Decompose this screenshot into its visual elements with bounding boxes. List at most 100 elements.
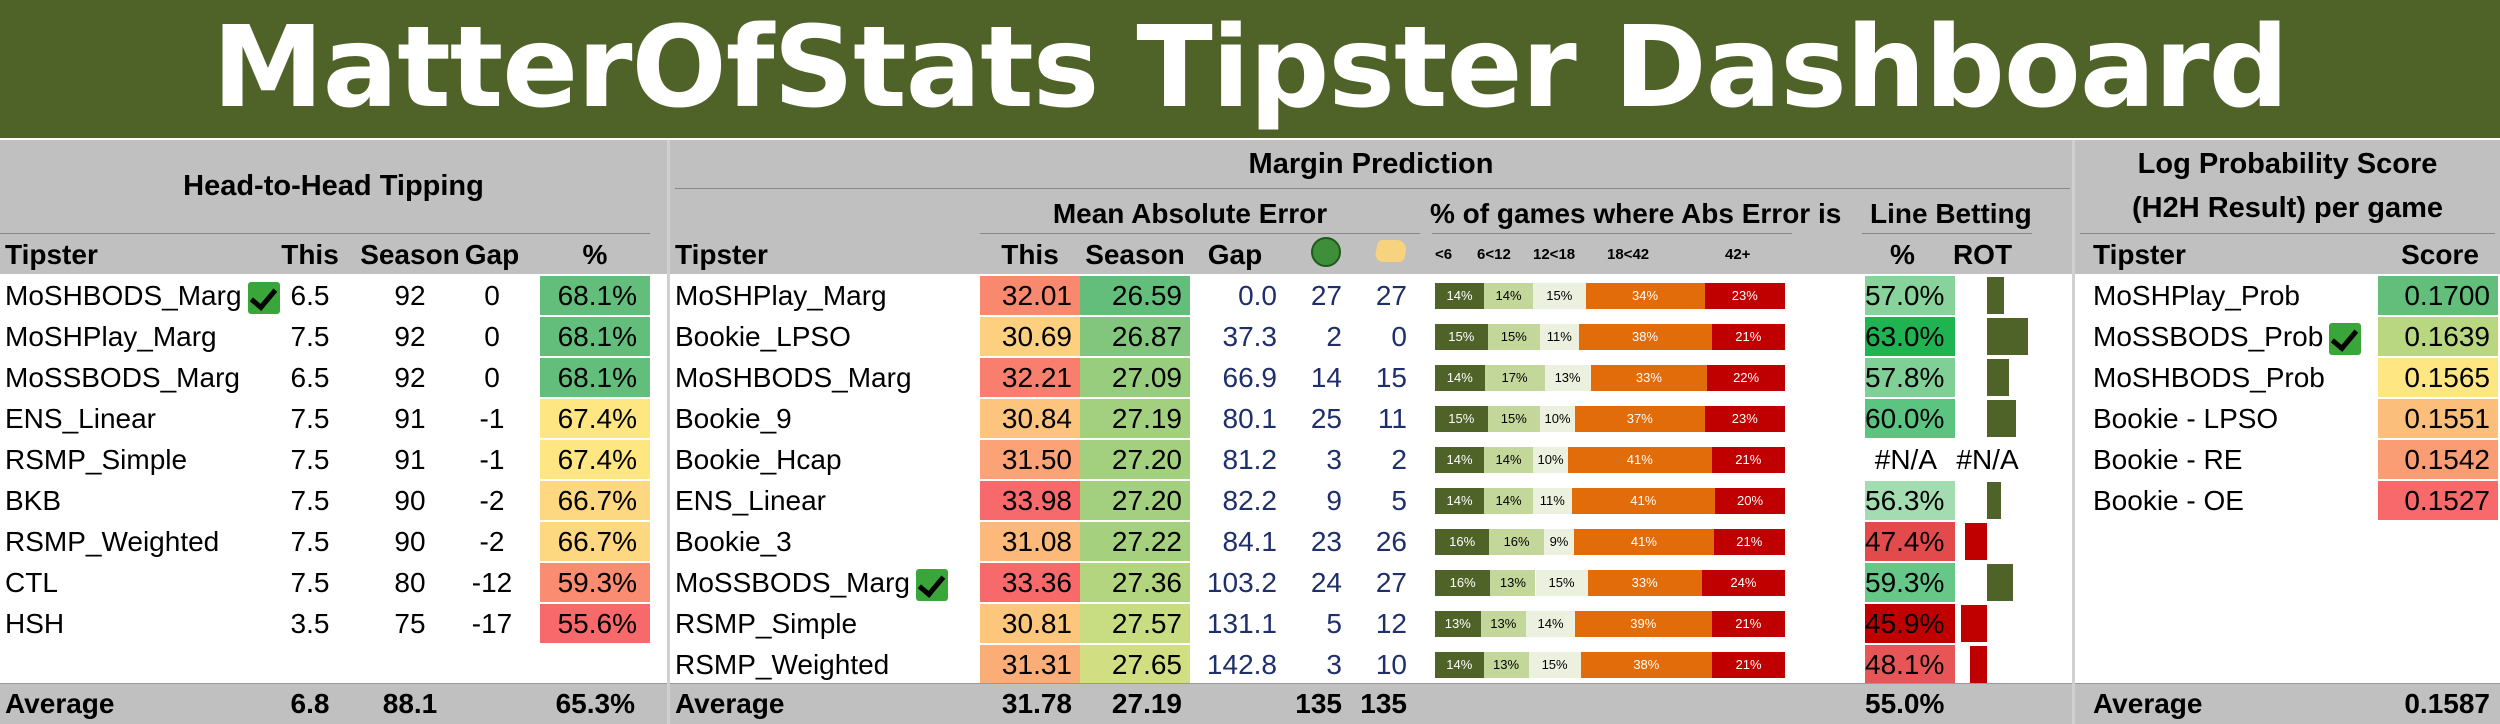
tipster-name: MoSSBODS_Marg: [5, 362, 240, 393]
tipster-name: Bookie - LPSO: [2093, 403, 2279, 434]
rot-bar: [1987, 564, 2014, 601]
line-col-pct: %: [1890, 239, 1915, 270]
gap-value: 142.8: [1206, 649, 1277, 680]
line-pct-value: 57.0%: [1865, 280, 1945, 311]
this-value: 7.5: [290, 444, 330, 475]
tipster-cell: RSMP_Weighted: [675, 644, 889, 685]
line-pct-cell-bg: [1865, 481, 1955, 520]
pct-cell-bg: [540, 399, 650, 438]
logprob-average-score: 0.1587: [2404, 688, 2490, 719]
h2h-col-season: Season: [360, 239, 460, 270]
bucket-segment: 41%: [1568, 447, 1712, 473]
icon2-value: 12: [1375, 608, 1407, 639]
margin-col-season: Season: [1085, 239, 1185, 270]
bucket-segment: 37%: [1575, 406, 1705, 432]
this-value: 33.36: [1001, 567, 1072, 598]
h2h-title: Head-to-Head Tipping: [183, 170, 484, 202]
margin-average-season: 27.19: [1111, 688, 1182, 719]
this-cell-bg: [980, 481, 1080, 520]
h2h-average-pct: 65.3%: [555, 688, 635, 719]
line-pct-cell-bg: [1865, 604, 1955, 643]
pct-value: 59.3%: [557, 567, 637, 598]
h2h-col-pct: %: [582, 239, 608, 270]
pct-cell-bg: [540, 317, 650, 356]
season-value: 92: [394, 321, 426, 352]
line-pct-value: #N/A: [1874, 444, 1937, 475]
this-value: 6.5: [290, 362, 330, 393]
tipster-name: ENS_Linear: [675, 485, 826, 516]
pct-cell-bg: [540, 604, 650, 643]
tipster-name: CTL: [5, 567, 58, 598]
bucket-segment: 20%: [1715, 488, 1785, 514]
tipster-cell: MoSHPlay_Marg: [675, 275, 887, 316]
line-pct-cell-bg: [1865, 399, 1955, 438]
tipster-name: MoSSBODS_Prob: [2093, 321, 2324, 352]
tipster-name: RSMP_Simple: [675, 608, 858, 639]
this-value: 32.21: [1001, 362, 1072, 393]
score-value: 0.1700: [2404, 280, 2490, 311]
bucket-segment: 41%: [1571, 488, 1715, 514]
gap-value: 0: [484, 362, 500, 393]
pct-value: 67.4%: [557, 403, 637, 434]
this-cell-bg: [980, 440, 1080, 479]
bucket-segment: 21%: [1711, 324, 1785, 350]
tipster-name: HSH: [5, 608, 65, 639]
rot-bar: [1987, 359, 2009, 396]
gap-value: 80.1: [1222, 403, 1278, 434]
line-pct-value: 47.4%: [1865, 526, 1945, 557]
tipster-name: BKB: [5, 485, 62, 516]
bucket-segment: 10%: [1533, 447, 1568, 473]
table-row: RSMP_Simple 30.81 27.57 131.1 5 12 13% 13% 14% 39…: [670, 603, 2072, 644]
bucket-segment: 17%: [1484, 365, 1545, 391]
bucket-segment: 14%: [1435, 447, 1484, 473]
score-value: 0.1527: [2404, 485, 2490, 516]
tipster-cell: BKB: [5, 480, 61, 521]
table-row: Bookie_3 31.08 27.22 84.1 23 26 16% 16% 9% 41% 21%…: [670, 521, 2072, 562]
icon1-value: 3: [1326, 444, 1342, 475]
bucket-segment: 14%: [1435, 652, 1484, 678]
gap-value: -2: [479, 526, 505, 557]
logprob-panel: Log Probability Score (H2H Result) per g…: [2075, 140, 2500, 724]
icon2-value: 11: [1377, 403, 1407, 434]
icon1-value: 3: [1326, 649, 1342, 680]
season-value: 92: [394, 362, 426, 393]
tipster-name: MoSHBODS_Prob: [2093, 362, 2325, 393]
margin-panel: Margin Prediction Mean Absolute Error % …: [670, 140, 2072, 724]
bucket-segment: 15%: [1533, 283, 1586, 309]
tipster-name: MoSHPlay_Marg: [675, 280, 887, 311]
icon2-value: 2: [1391, 444, 1407, 475]
table-row: Bookie - LPSO 0.1551: [2075, 398, 2500, 439]
gap-value: -1: [479, 444, 505, 475]
rot-bar: [1987, 318, 2028, 355]
this-value: 30.69: [1001, 321, 1072, 352]
tipster-name: Bookie_3: [675, 526, 792, 557]
season-cell-bg: [1080, 440, 1190, 479]
rot-bar: [1960, 605, 1987, 642]
bucket-segment: 11%: [1533, 488, 1572, 514]
table-row: Bookie - OE 0.1527: [2075, 480, 2500, 521]
bucket-label: <6: [1435, 246, 1453, 263]
season-cell-bg: [1080, 522, 1190, 561]
bucket-segment: 41%: [1574, 529, 1714, 555]
logprob-title-1: Log Probability Score: [2137, 148, 2438, 180]
bucket-segment: 14%: [1526, 611, 1575, 637]
icon1-value: 24: [1310, 567, 1342, 598]
this-value: 32.01: [1001, 280, 1072, 311]
line-pct-value: 63.0%: [1865, 321, 1945, 352]
bucket-segment: 10%: [1540, 406, 1575, 432]
icon1-value: 25: [1310, 403, 1342, 434]
tipster-cell: HSH: [5, 603, 64, 644]
h2h-panel: Head-to-Head Tipping Tipster This Season…: [0, 140, 667, 724]
bucket-segment: 15%: [1487, 406, 1540, 432]
tipster-cell: MoSHBODS_Marg: [675, 357, 912, 398]
tipster-cell: ENS_Linear: [675, 480, 826, 521]
tipster-cell: Bookie_3: [675, 521, 792, 562]
gap-value: -17: [471, 608, 513, 639]
table-row: CTL 7.5 80 -12 59.3%: [0, 562, 667, 603]
bucket-segment: 22%: [1707, 365, 1785, 391]
season-value: 91: [394, 403, 426, 434]
season-cell-bg: [1080, 645, 1190, 684]
table-row: ENS_Linear 7.5 91 -1 67.4%: [0, 398, 667, 439]
logprob-header: Log Probability Score (H2H Result) per g…: [2075, 140, 2500, 274]
line-pct-value: 60.0%: [1865, 403, 1945, 434]
